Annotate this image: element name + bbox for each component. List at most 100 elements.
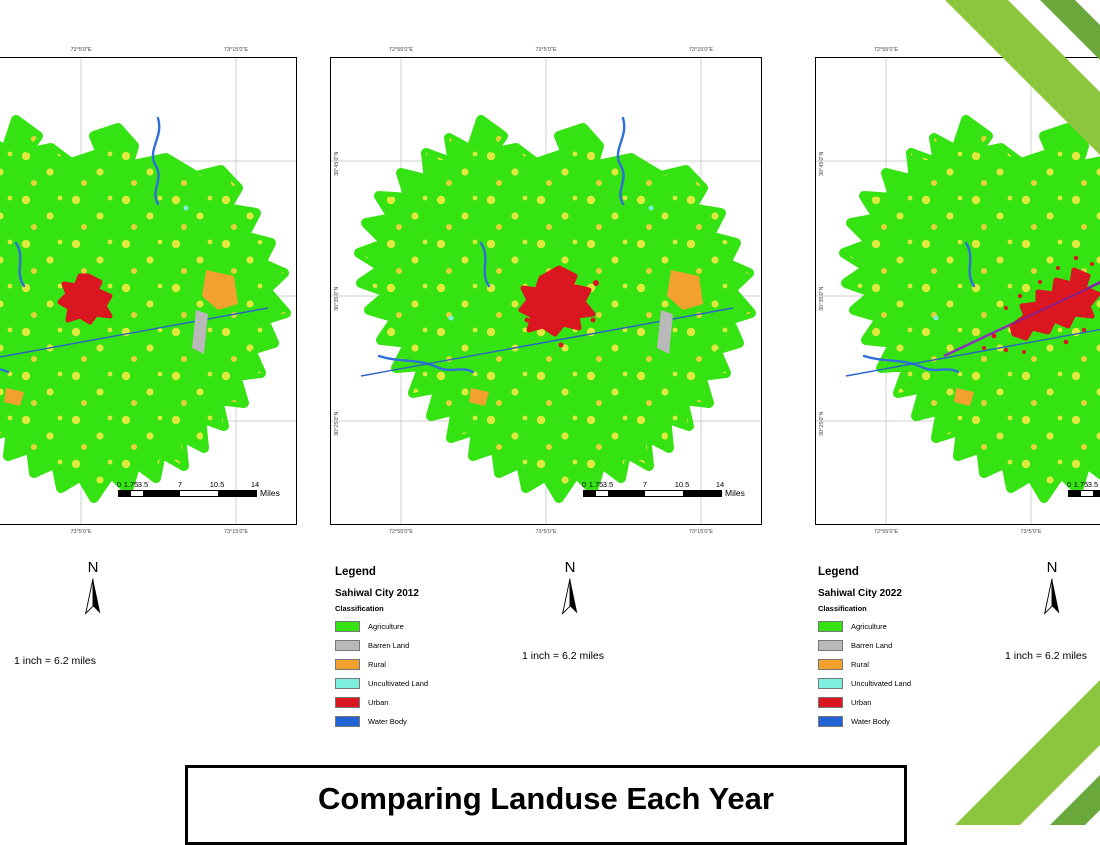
grid-label-lon: 73°5'0"E (70, 47, 92, 53)
scale-tick: 10.5 (674, 480, 690, 489)
north-arrow-icon (1043, 578, 1060, 615)
legend-swatch-barren-land (818, 640, 843, 651)
scale-tick: 14 (250, 480, 260, 489)
legend-swatch-rural (818, 659, 843, 670)
legend-swatch-uncultivated-land (335, 678, 360, 689)
legend-subtitle: Classification (335, 604, 384, 613)
slide-title: Comparing Landuse Each Year (318, 781, 774, 816)
legend-swatch-agriculture (335, 621, 360, 632)
grid-label-lon: 73°15'0"E (688, 47, 714, 53)
scale-tick: 10.5 (209, 480, 225, 489)
legend-subtitle: Classification (818, 604, 867, 613)
legend-swatch-water-body (818, 716, 843, 727)
grid-label-lon: 72°55'0"E (873, 529, 899, 535)
legend-label: Uncultivated Land (368, 679, 429, 688)
map-panel-2: 72°55'0"E 73°5'0"E 73°15'0"E 72°55'0"E 7… (330, 47, 762, 535)
legend-label: Urban (368, 698, 389, 707)
legend-item: Rural (335, 655, 500, 674)
grid-label-lon: 72°55'0"E (388, 47, 414, 53)
legend-item: Barren Land (335, 636, 500, 655)
scale-tick: 7 (642, 480, 648, 489)
legend-swatch-barren-land (335, 640, 360, 651)
legend-map-title: Sahiwal City 2022 (818, 588, 902, 599)
scale-tick: 0 (116, 480, 122, 489)
legend-map-title: Sahiwal City 2012 (335, 588, 419, 599)
green-chevron-decoration-bottom-right (955, 680, 1100, 825)
scale-unit: Miles (725, 488, 745, 498)
legend-label: Barren Land (851, 641, 893, 650)
legend-swatch-uncultivated-land (818, 678, 843, 689)
legend-item: Water Body (335, 712, 500, 731)
legend-swatch-urban (818, 697, 843, 708)
grid-label-lon: 73°5'0"E (535, 529, 557, 535)
green-chevron-decoration-top-right (945, 0, 1100, 155)
legend-swatch-agriculture (818, 621, 843, 632)
legend-label: Uncultivated Land (851, 679, 912, 688)
scale-unit: Miles (260, 488, 280, 498)
north-arrow-icon (84, 578, 101, 615)
grid-label-lon: 72°55'0"E (388, 529, 414, 535)
scale-note: 1 inch = 6.2 miles (522, 650, 605, 662)
legend-label: Agriculture (851, 622, 887, 631)
legend-item: Uncultivated Land (818, 674, 983, 693)
north-label: N (87, 559, 99, 576)
scale-tick: 3.5 (602, 480, 614, 489)
legend-item: Water Body (818, 712, 983, 731)
scale-tick: 3.5 (137, 480, 149, 489)
legend-swatch-water-body (335, 716, 360, 727)
legend-label: Water Body (368, 717, 407, 726)
grid-label-lon: 73°5'0"E (70, 529, 92, 535)
map-panel-3: 72°55'0"E 73°5'0"E 73°15'0"E 72°55'0"E 7… (815, 47, 1100, 535)
scale-tick: 0 (581, 480, 587, 489)
grid-label-lon: 72°55'0"E (873, 47, 899, 53)
scale-bar: 0 1.75 3.5 7 10.5 14 Miles (116, 480, 291, 508)
legend-item: Agriculture (335, 617, 500, 636)
legend-item: Barren Land (818, 636, 983, 655)
scale-tick: 3.5 (1087, 480, 1099, 489)
map-panel-1: 72°55'0"E 73°5'0"E 73°15'0"E 72°55'0"E 7… (0, 47, 297, 535)
landuse-map-2002 (0, 58, 296, 524)
scale-bar-segments (583, 490, 722, 497)
scale-bar: 0 1.75 3.5 7 10.5 14 Miles (1066, 480, 1100, 508)
scale-note: 1 inch = 6.2 miles (1005, 650, 1088, 662)
scale-tick: 14 (715, 480, 725, 489)
north-arrow: N (540, 560, 600, 618)
legend-label: Rural (851, 660, 869, 669)
legend-item: Urban (335, 693, 500, 712)
scale-bar: 0 1.75 3.5 7 10.5 14 Miles (581, 480, 756, 508)
grid-label-lon: 73°15'0"E (688, 529, 714, 535)
legend-label: Barren Land (368, 641, 410, 650)
legend-label: Rural (368, 660, 386, 669)
legend-item: Agriculture (818, 617, 983, 636)
scale-tick: 0 (1066, 480, 1072, 489)
north-arrow: N (63, 560, 123, 618)
scale-tick: 7 (177, 480, 183, 489)
grid-label-lon: 73°5'0"E (535, 47, 557, 53)
legend-2012: Legend Sahiwal City 2012 Classification … (335, 566, 500, 731)
scale-bar-segments (118, 490, 257, 497)
legend-label: Agriculture (368, 622, 404, 631)
legend-label: Water Body (851, 717, 890, 726)
scale-note: 1 inch = 6.2 miles (14, 655, 97, 667)
grid-label-lon: 73°15'0"E (223, 529, 249, 535)
legend-2022: Legend Sahiwal City 2022 Classification … (818, 566, 983, 731)
legend-title: Legend (818, 566, 859, 578)
landuse-map-2012 (331, 58, 761, 524)
north-label: N (564, 559, 576, 576)
slide-title-box: Comparing Landuse Each Year (185, 765, 907, 845)
legend-label: Urban (851, 698, 872, 707)
north-label: N (1046, 559, 1058, 576)
legend-item: Uncultivated Land (335, 674, 500, 693)
legend-swatch-rural (335, 659, 360, 670)
legend-item: Urban (818, 693, 983, 712)
legend-swatch-urban (335, 697, 360, 708)
grid-label-lon: 73°15'0"E (223, 47, 249, 53)
legend-item: Rural (818, 655, 983, 674)
grid-label-lon: 73°5'0"E (1020, 529, 1042, 535)
scale-tick: 1.75 (588, 480, 604, 489)
north-arrow: N (1022, 560, 1082, 618)
scale-bar-segments (1068, 490, 1100, 497)
north-arrow-icon (561, 578, 578, 615)
scale-tick: 1.75 (1073, 480, 1089, 489)
legend-title: Legend (335, 566, 376, 578)
